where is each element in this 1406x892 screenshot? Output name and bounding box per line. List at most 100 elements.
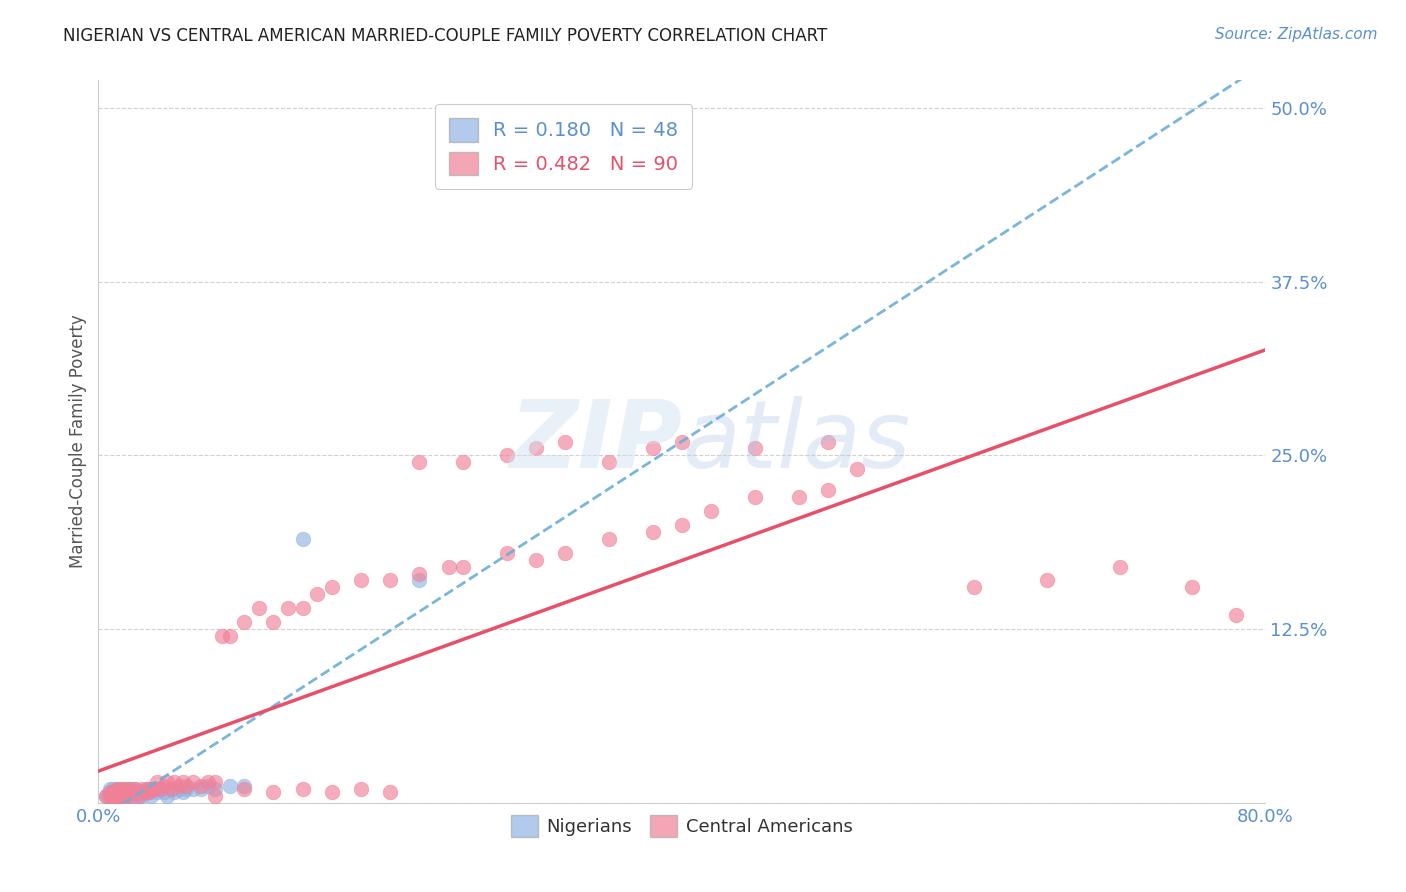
Point <box>174 779 197 793</box>
Point <box>117 785 139 799</box>
Point <box>118 789 141 803</box>
Point <box>181 775 204 789</box>
Point <box>817 434 839 449</box>
Point <box>120 789 142 803</box>
Point <box>124 789 146 803</box>
Point <box>100 789 122 803</box>
Point <box>291 532 314 546</box>
Point <box>114 789 136 803</box>
Point <box>817 483 839 498</box>
Point <box>134 785 156 799</box>
Point <box>700 504 723 518</box>
Point <box>131 789 153 803</box>
Text: atlas: atlas <box>682 396 910 487</box>
Point <box>115 789 138 803</box>
Point <box>846 462 869 476</box>
Point <box>114 785 136 799</box>
Point <box>98 785 121 799</box>
Point <box>114 781 136 796</box>
Point <box>641 442 664 456</box>
Point <box>350 781 373 796</box>
Point <box>98 781 121 796</box>
Point <box>97 789 120 803</box>
Point <box>128 789 150 803</box>
Point <box>496 449 519 463</box>
Point <box>142 781 165 796</box>
Point <box>598 532 620 546</box>
Point <box>350 574 373 588</box>
Point <box>103 785 125 799</box>
Point <box>139 789 162 803</box>
Point <box>124 781 146 796</box>
Point <box>110 785 132 799</box>
Point <box>1108 559 1130 574</box>
Point <box>111 789 134 803</box>
Point <box>124 781 146 796</box>
Point <box>451 455 474 469</box>
Point <box>128 789 150 803</box>
Y-axis label: Married-Couple Family Poverty: Married-Couple Family Poverty <box>69 315 87 568</box>
Point <box>94 789 117 803</box>
Point <box>307 587 329 601</box>
Point <box>233 779 256 793</box>
Point <box>146 775 169 789</box>
Point <box>110 785 132 799</box>
Point <box>744 490 766 504</box>
Point <box>247 601 270 615</box>
Point <box>135 781 157 796</box>
Point <box>125 785 148 799</box>
Point <box>139 781 162 796</box>
Point <box>962 581 984 595</box>
Point <box>262 615 284 630</box>
Point <box>98 785 121 799</box>
Point <box>104 789 127 803</box>
Point <box>135 781 157 796</box>
Point <box>554 546 576 560</box>
Point <box>321 785 343 799</box>
Point <box>291 781 314 796</box>
Point <box>197 779 219 793</box>
Point <box>204 781 226 796</box>
Text: NIGERIAN VS CENTRAL AMERICAN MARRIED-COUPLE FAMILY POVERTY CORRELATION CHART: NIGERIAN VS CENTRAL AMERICAN MARRIED-COU… <box>63 27 828 45</box>
Text: ZIP: ZIP <box>509 395 682 488</box>
Point <box>190 781 212 796</box>
Point <box>1225 608 1247 623</box>
Point <box>118 781 141 796</box>
Point <box>1181 581 1204 595</box>
Point <box>167 781 190 796</box>
Point <box>153 779 176 793</box>
Point <box>181 781 204 796</box>
Point <box>554 434 576 449</box>
Legend: Nigerians, Central Americans: Nigerians, Central Americans <box>503 808 860 845</box>
Point <box>112 785 135 799</box>
Point <box>380 785 402 799</box>
Point <box>174 781 197 796</box>
Point <box>233 615 256 630</box>
Point <box>380 574 402 588</box>
Point <box>437 559 460 574</box>
Point <box>115 789 138 803</box>
Point <box>277 601 299 615</box>
Point <box>111 789 134 803</box>
Point <box>120 781 142 796</box>
Point <box>787 490 810 504</box>
Point <box>160 781 183 796</box>
Point <box>671 434 693 449</box>
Point <box>190 779 212 793</box>
Point <box>101 789 124 803</box>
Point <box>167 779 190 793</box>
Point <box>451 559 474 574</box>
Point <box>744 442 766 456</box>
Point <box>105 781 128 796</box>
Point <box>408 566 430 581</box>
Point <box>121 785 143 799</box>
Point <box>408 455 430 469</box>
Point <box>114 789 136 803</box>
Point <box>641 524 664 539</box>
Point <box>408 574 430 588</box>
Point <box>1035 574 1057 588</box>
Point <box>156 789 179 803</box>
Text: Source: ZipAtlas.com: Source: ZipAtlas.com <box>1215 27 1378 42</box>
Point <box>524 552 547 566</box>
Point <box>101 781 124 796</box>
